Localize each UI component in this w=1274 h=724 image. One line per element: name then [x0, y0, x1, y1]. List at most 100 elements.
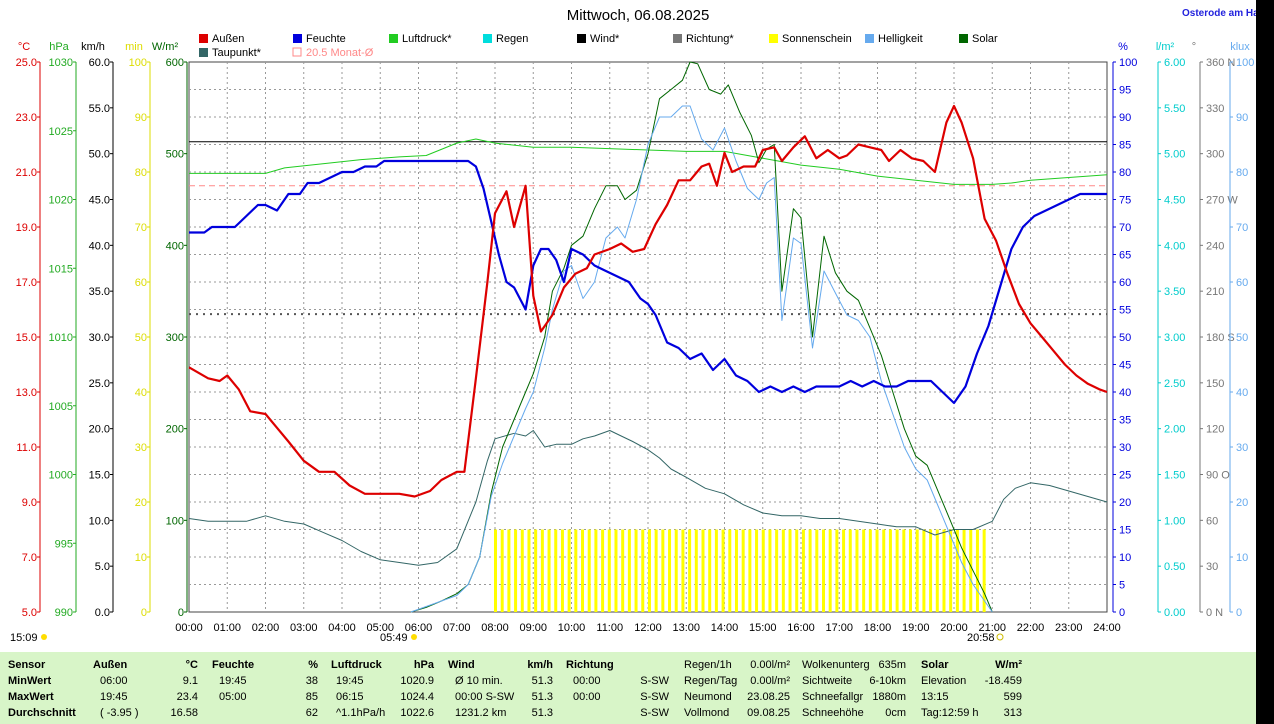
stats-regen-label: Regen/Tag: [684, 675, 738, 687]
right-edge-bar: [1256, 0, 1274, 724]
stats-richtung-value: S-SW: [640, 707, 669, 719]
stats-solar-value: 599: [1003, 691, 1022, 703]
axis-tick-label: 2.00: [1164, 424, 1185, 436]
stats-aussen-value: 23.4: [176, 691, 198, 703]
stats-luftdruck-time: ^1.1hPa/h: [336, 707, 386, 719]
legend: Außen Feuchte Luftdruck* Regen Wind* Richtung…: [199, 33, 998, 59]
x-axis: 00:00 01:00 02:00 03:00 04:00 05:00 06:00 07:00…: [175, 622, 1121, 634]
sunshine-bar: [855, 529, 859, 612]
axis-tick-label: 210: [1206, 286, 1224, 298]
axis-tick-label: 95: [1119, 85, 1131, 97]
axis-unit: %: [1118, 41, 1128, 53]
stats-wolken-label: Wolkenunterg: [802, 659, 870, 671]
sunshine-bar: [601, 529, 605, 612]
axis-tick-label: 10: [135, 552, 147, 564]
sunshine-bar: [862, 529, 866, 612]
stats-wind-time: 00:00 S-SW: [455, 691, 515, 703]
stats-solar-label: Elevation: [921, 675, 967, 687]
sunshine-bar: [929, 529, 933, 612]
axis-tick-label: 30: [1206, 561, 1218, 573]
axis-tick-label: 20.0: [89, 424, 110, 436]
axis-tick-label: 0.00: [1164, 607, 1185, 619]
axis-tick-label: 300: [1206, 149, 1224, 161]
stats-luftdruck-value: 1022.6: [400, 707, 434, 719]
stats-feuchte-unit: %: [308, 659, 318, 671]
sunshine-bar: [514, 529, 518, 612]
sunshine-bar: [888, 529, 892, 612]
sunshine-bar: [902, 529, 906, 612]
stats-wolken-value: 635m: [878, 659, 906, 671]
axis-tick-label: 80: [1236, 167, 1248, 179]
x-tick-label: 22:00: [1017, 622, 1045, 634]
sunshine-bar: [520, 529, 524, 612]
axis-tick-label: 3.50: [1164, 286, 1185, 298]
stats-wolken-label: Sichtweite: [802, 675, 853, 687]
stats-feuchte-time: 05:00: [219, 691, 247, 703]
grid: [188, 61, 1108, 613]
stats-solar-label: 13:15: [921, 691, 949, 703]
legend-label: Helligkeit: [878, 33, 923, 45]
sunshine-bar: [721, 529, 725, 612]
axis-tick-label: 35.0: [89, 286, 110, 298]
sunshine-bar: [982, 529, 986, 612]
left-axes: °C 25.0 23.0 21.0 19.0 17.0 15.0 13.0 11.0 9.0 7.0…: [16, 41, 188, 619]
axis-tick-label: 1030: [49, 57, 73, 69]
axis-tick-label: 90 O: [1206, 470, 1230, 482]
axis-tick-label: 100: [1236, 57, 1254, 69]
axis-tick-label: 55: [1119, 305, 1131, 317]
stats-regen-label: Regen/1h: [684, 659, 732, 671]
legend-item: Wind*: [577, 33, 620, 45]
sunshine-bar: [882, 529, 886, 612]
stats-wind-title: Wind: [448, 659, 475, 671]
right-axes: %100959085807570656055504540353025201510…: [1112, 41, 1254, 619]
axis-tick-label: 995: [55, 538, 73, 550]
axis-tick-label: 60: [1206, 515, 1218, 527]
axis-unit: min: [125, 41, 143, 53]
axis-tick-label: 0: [1119, 607, 1125, 619]
x-tick-label: 07:00: [443, 622, 471, 634]
stats-solar-unit: W/m²: [995, 659, 1022, 671]
axis-tick-label: 10: [1119, 552, 1131, 564]
axis-tick-label: 0: [1236, 607, 1242, 619]
axis-unit: l/m²: [1156, 41, 1175, 53]
axis-tick-label: 3.00: [1164, 332, 1185, 344]
sunshine-bar: [661, 529, 665, 612]
axis-tick-label: 5.00: [1164, 149, 1185, 161]
sunshine-bar: [942, 529, 946, 612]
stats-feuchte-time: 19:45: [219, 675, 247, 687]
legend-swatch: [199, 48, 208, 57]
location-link[interactable]: Osterode am Ha: [1182, 8, 1256, 19]
axis-tick-label: 200: [166, 424, 184, 436]
stats-wolken-value: 1880m: [872, 691, 906, 703]
axis: l/m² 6.00 5.50 5.00 4.50 4.00 3.50 3.00 2.50 2.00…: [1156, 41, 1186, 619]
stats-luftdruck-value: 1020.9: [400, 675, 434, 687]
stats-aussen-title: Außen: [93, 659, 128, 671]
x-tick-label: 17:00: [825, 622, 853, 634]
stats-wind-time: Ø 10 min.: [455, 675, 503, 687]
sunshine-bar: [527, 529, 531, 612]
sunshine-bar: [755, 529, 759, 612]
stats-wind-value: 51.3: [531, 707, 553, 719]
axis-tick-label: 9.0: [22, 497, 37, 509]
sunshine-bar: [701, 529, 705, 612]
sunshine-bar: [627, 529, 631, 612]
sunshine-bar: [801, 529, 805, 612]
stats-solar-value: -18.459: [984, 675, 1022, 687]
axis-tick-label: 0.0: [95, 607, 110, 619]
sunshine-bars: [494, 529, 986, 612]
legend-label: Luftdruck*: [402, 33, 452, 45]
stats-solar-value: 313: [1003, 707, 1022, 719]
legend-swatch: [199, 34, 208, 43]
sunshine-bar: [781, 529, 785, 612]
stats-panel: Sensor MinWert MaxWert Durchschnitt Außen °C 0…: [0, 652, 1256, 724]
axis-tick-label: 1015: [49, 263, 73, 275]
axis-tick-label: 30: [1119, 442, 1131, 454]
axis-tick-label: 5.0: [95, 561, 110, 573]
axis-tick-label: 100: [166, 515, 184, 527]
sunshine-bar: [614, 529, 618, 612]
legend-swatch: [959, 34, 968, 43]
axis-tick-label: 50: [1236, 332, 1248, 344]
axis-tick-label: 400: [166, 240, 184, 252]
sunshine-bar: [668, 529, 672, 612]
